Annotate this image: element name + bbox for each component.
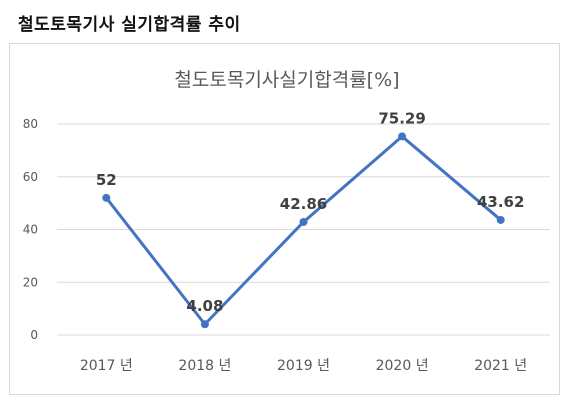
x-tick-label: 2021 년 — [474, 358, 527, 374]
y-tick-label: 40 — [23, 223, 38, 237]
x-tick-label: 2019 년 — [277, 358, 330, 374]
grid-lines — [57, 123, 550, 336]
series-line — [105, 134, 502, 326]
x-axis: 2017 년 2018 년 2019 년 2020 년 2021 년 — [80, 358, 527, 374]
data-label: 52 — [96, 171, 117, 189]
y-axis: 0 20 40 60 80 — [23, 117, 38, 342]
chart-frame — [9, 43, 560, 395]
data-label: 75.29 — [378, 109, 425, 127]
x-tick-label: 2017 년 — [80, 358, 133, 374]
x-tick-label: 2020 년 — [376, 358, 429, 374]
page-title: 철도토목기사 실기합격률 추이 — [18, 15, 241, 35]
data-point — [398, 132, 407, 141]
y-tick-label: 80 — [23, 117, 38, 131]
y-tick-label: 0 — [30, 328, 38, 342]
data-point — [496, 215, 505, 224]
y-tick-label: 20 — [23, 275, 38, 289]
data-point — [299, 217, 308, 226]
data-label: 43.62 — [477, 193, 524, 211]
data-label: 4.08 — [186, 297, 223, 315]
chart-title: 철도토목기사실기합격률[%] — [174, 69, 399, 91]
data-label: 42.86 — [280, 195, 327, 213]
y-tick-label: 60 — [23, 170, 38, 184]
data-point — [200, 320, 209, 329]
series-group — [102, 132, 505, 329]
data-point — [102, 193, 111, 202]
data-labels: 52 4.08 42.86 75.29 43.62 — [96, 109, 525, 315]
x-tick-label: 2018 년 — [178, 358, 231, 374]
